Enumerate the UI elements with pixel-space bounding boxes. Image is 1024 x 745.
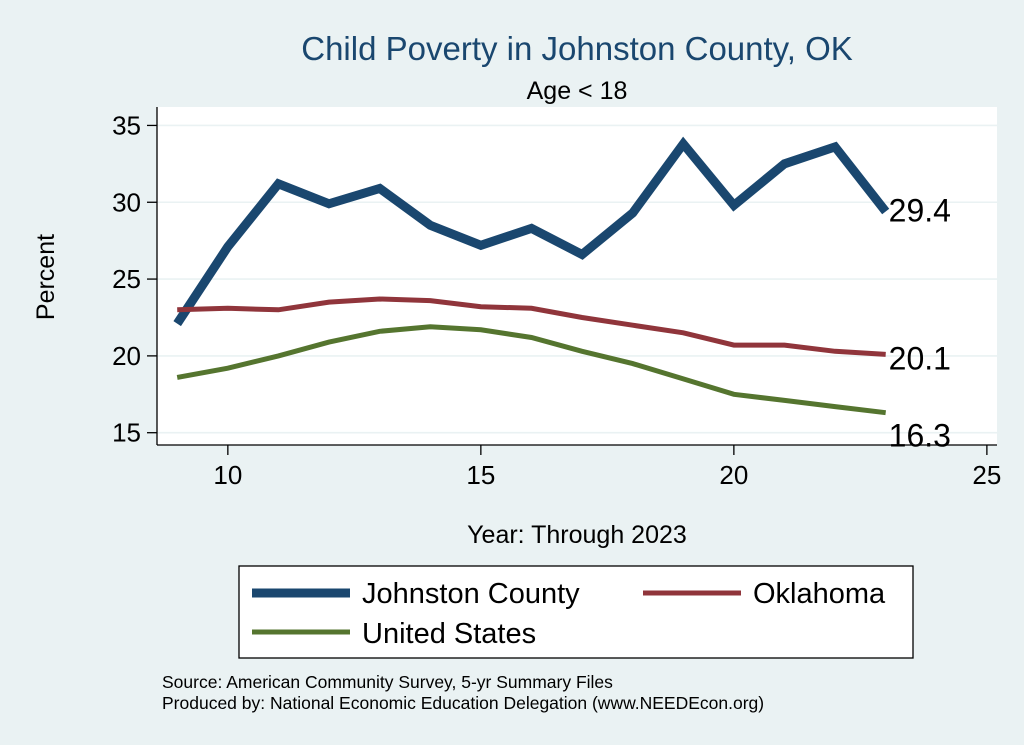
y-tick-label: 15 <box>112 418 141 448</box>
x-tick-label: 25 <box>972 460 1001 490</box>
x-tick-label: 20 <box>719 460 748 490</box>
x-axis-title: Year: Through 2023 <box>467 521 687 549</box>
series-line-oklahoma <box>177 296 886 357</box>
source-note: Source: American Community Survey, 5-yr … <box>162 672 613 692</box>
legend-box <box>238 565 914 659</box>
end-value-label-oklahoma: 20.1 <box>889 340 951 376</box>
x-tick-label: 10 <box>213 460 242 490</box>
y-ticks: 15 20 25 30 35 <box>112 110 157 448</box>
legend-label-oklahoma: Oklahoma <box>753 578 886 610</box>
y-tick-label: 30 <box>112 187 141 217</box>
series-line-united-states <box>176 324 886 416</box>
end-value-label-johnston-county: 29.4 <box>889 192 951 228</box>
producer-note: Produced by: National Economic Education… <box>162 693 764 713</box>
y-axis-title: Percent <box>32 234 60 320</box>
y-tick-label: 35 <box>112 110 141 140</box>
x-ticks: 10 15 20 25 <box>213 445 1001 490</box>
series-line-johnston-county <box>173 136 890 327</box>
grid-lines <box>157 124 997 434</box>
end-value-label-united-states: 16.3 <box>889 418 951 454</box>
x-tick-label: 15 <box>466 460 495 490</box>
legend-label-united-states: United States <box>362 618 536 650</box>
legend-label-johnston-county: Johnston County <box>362 578 580 610</box>
y-tick-label: 20 <box>112 341 141 371</box>
end-labels: 29.4 20.1 16.3 <box>889 192 951 453</box>
chart-title: Child Poverty in Johnston County, OK <box>301 30 853 67</box>
series-lines <box>173 136 890 416</box>
plot-area <box>157 107 997 445</box>
chart-subtitle: Age < 18 <box>527 77 628 105</box>
y-tick-label: 25 <box>112 264 141 294</box>
